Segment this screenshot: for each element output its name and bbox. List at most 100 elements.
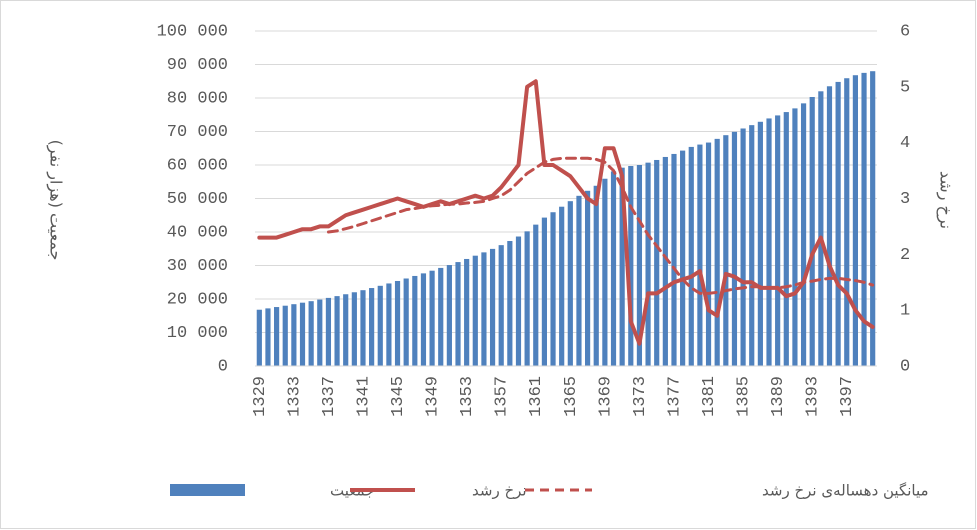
bar — [844, 78, 850, 367]
bar — [749, 125, 755, 366]
bar — [723, 135, 729, 366]
bar — [489, 248, 496, 366]
bar — [524, 231, 530, 366]
bar — [420, 273, 427, 366]
x-tick-label: 1345 — [389, 376, 408, 417]
bar — [455, 262, 461, 366]
bar — [429, 270, 435, 366]
y2-tick-label: 4 — [900, 134, 910, 153]
bar — [481, 252, 487, 366]
bar — [472, 255, 478, 366]
bar — [835, 81, 841, 367]
bar — [852, 75, 858, 366]
bar — [308, 301, 314, 366]
bar — [714, 138, 720, 366]
bar — [386, 283, 392, 366]
y-tick-label: 30 000 — [167, 257, 228, 276]
bar — [515, 236, 522, 366]
x-tick-label: 1329 — [251, 376, 270, 417]
bar — [602, 178, 608, 366]
y-tick-label: 40 000 — [167, 223, 228, 242]
x-tick-label: 1381 — [700, 376, 719, 417]
average-line — [326, 156, 875, 295]
bar — [740, 128, 746, 366]
bar — [533, 224, 539, 366]
bar — [619, 167, 625, 366]
y2-tick-label: 2 — [900, 246, 910, 265]
bar — [671, 153, 677, 366]
y-tick-label: 60 000 — [167, 156, 228, 175]
bar — [826, 86, 833, 367]
bar — [783, 112, 789, 366]
legend-label: نرخ رشد — [472, 482, 527, 500]
bar — [757, 121, 763, 366]
x-tick-label: 1389 — [769, 376, 788, 417]
bar — [317, 299, 323, 366]
bar — [412, 275, 418, 366]
y-tick-label: 10 000 — [167, 324, 228, 343]
bar — [334, 296, 340, 366]
bar — [507, 241, 513, 366]
x-tick-label: 1333 — [285, 376, 304, 417]
x-tick-label: 1377 — [665, 376, 684, 417]
bar — [645, 162, 651, 366]
bar — [351, 292, 357, 366]
y2-tick-label: 5 — [900, 78, 910, 97]
bar — [680, 150, 686, 366]
bar — [291, 304, 297, 366]
bar — [628, 166, 634, 366]
bar — [800, 103, 807, 367]
x-tick-label: 1341 — [354, 376, 373, 417]
bar — [403, 278, 409, 366]
bar — [688, 146, 694, 366]
x-tick-label: 1337 — [320, 376, 339, 417]
legend-label: میانگین دهساله‌ی نرخ رشد — [762, 482, 929, 500]
bar — [766, 118, 772, 366]
x-tick-label: 1361 — [527, 376, 546, 417]
bar — [325, 297, 332, 366]
bar — [394, 280, 401, 366]
bar — [282, 305, 288, 366]
bar — [654, 159, 660, 366]
bar — [636, 165, 643, 366]
x-tick-label: 1397 — [838, 376, 857, 417]
bar — [809, 96, 815, 367]
bar — [498, 245, 504, 366]
bar — [438, 267, 444, 366]
x-tick-label: 1393 — [804, 376, 823, 417]
bar — [369, 288, 375, 366]
bar — [299, 302, 306, 366]
x-tick-label: 1365 — [562, 376, 581, 417]
y2-tick-label: 3 — [900, 190, 910, 209]
x-tick-label: 1373 — [631, 376, 650, 417]
bar — [446, 265, 452, 366]
bar — [792, 108, 798, 366]
y-tick-label: 90 000 — [167, 56, 228, 75]
bar — [576, 195, 582, 366]
y2-axis-label: نرخ رشد — [936, 171, 956, 229]
bar — [343, 294, 349, 366]
legend: جمعیت نرخ رشد میانگین دهساله‌ی نرخ رشد — [170, 482, 929, 500]
y-axis-label: جمعیت (هزار نفر) — [46, 140, 66, 261]
x-tick-label: 1385 — [735, 376, 754, 417]
y-tick-label: 100 000 — [157, 22, 228, 41]
bar — [541, 217, 547, 366]
y2-tick-label: 1 — [900, 302, 910, 321]
bar — [265, 308, 271, 366]
y-tick-label: 70 000 — [167, 123, 228, 142]
y-tick-label: 20 000 — [167, 290, 228, 309]
legend-swatch — [170, 484, 245, 496]
bar — [559, 206, 565, 366]
bar — [870, 71, 876, 366]
y2-tick-label: 6 — [900, 22, 910, 41]
bar — [377, 285, 383, 366]
bar — [697, 144, 703, 366]
bar — [567, 201, 573, 366]
bar — [464, 258, 470, 366]
bar — [585, 190, 591, 366]
y-tick-label: 80 000 — [167, 89, 228, 108]
bar — [274, 307, 280, 366]
x-tick-label: 1369 — [596, 376, 615, 417]
bar — [818, 91, 824, 367]
